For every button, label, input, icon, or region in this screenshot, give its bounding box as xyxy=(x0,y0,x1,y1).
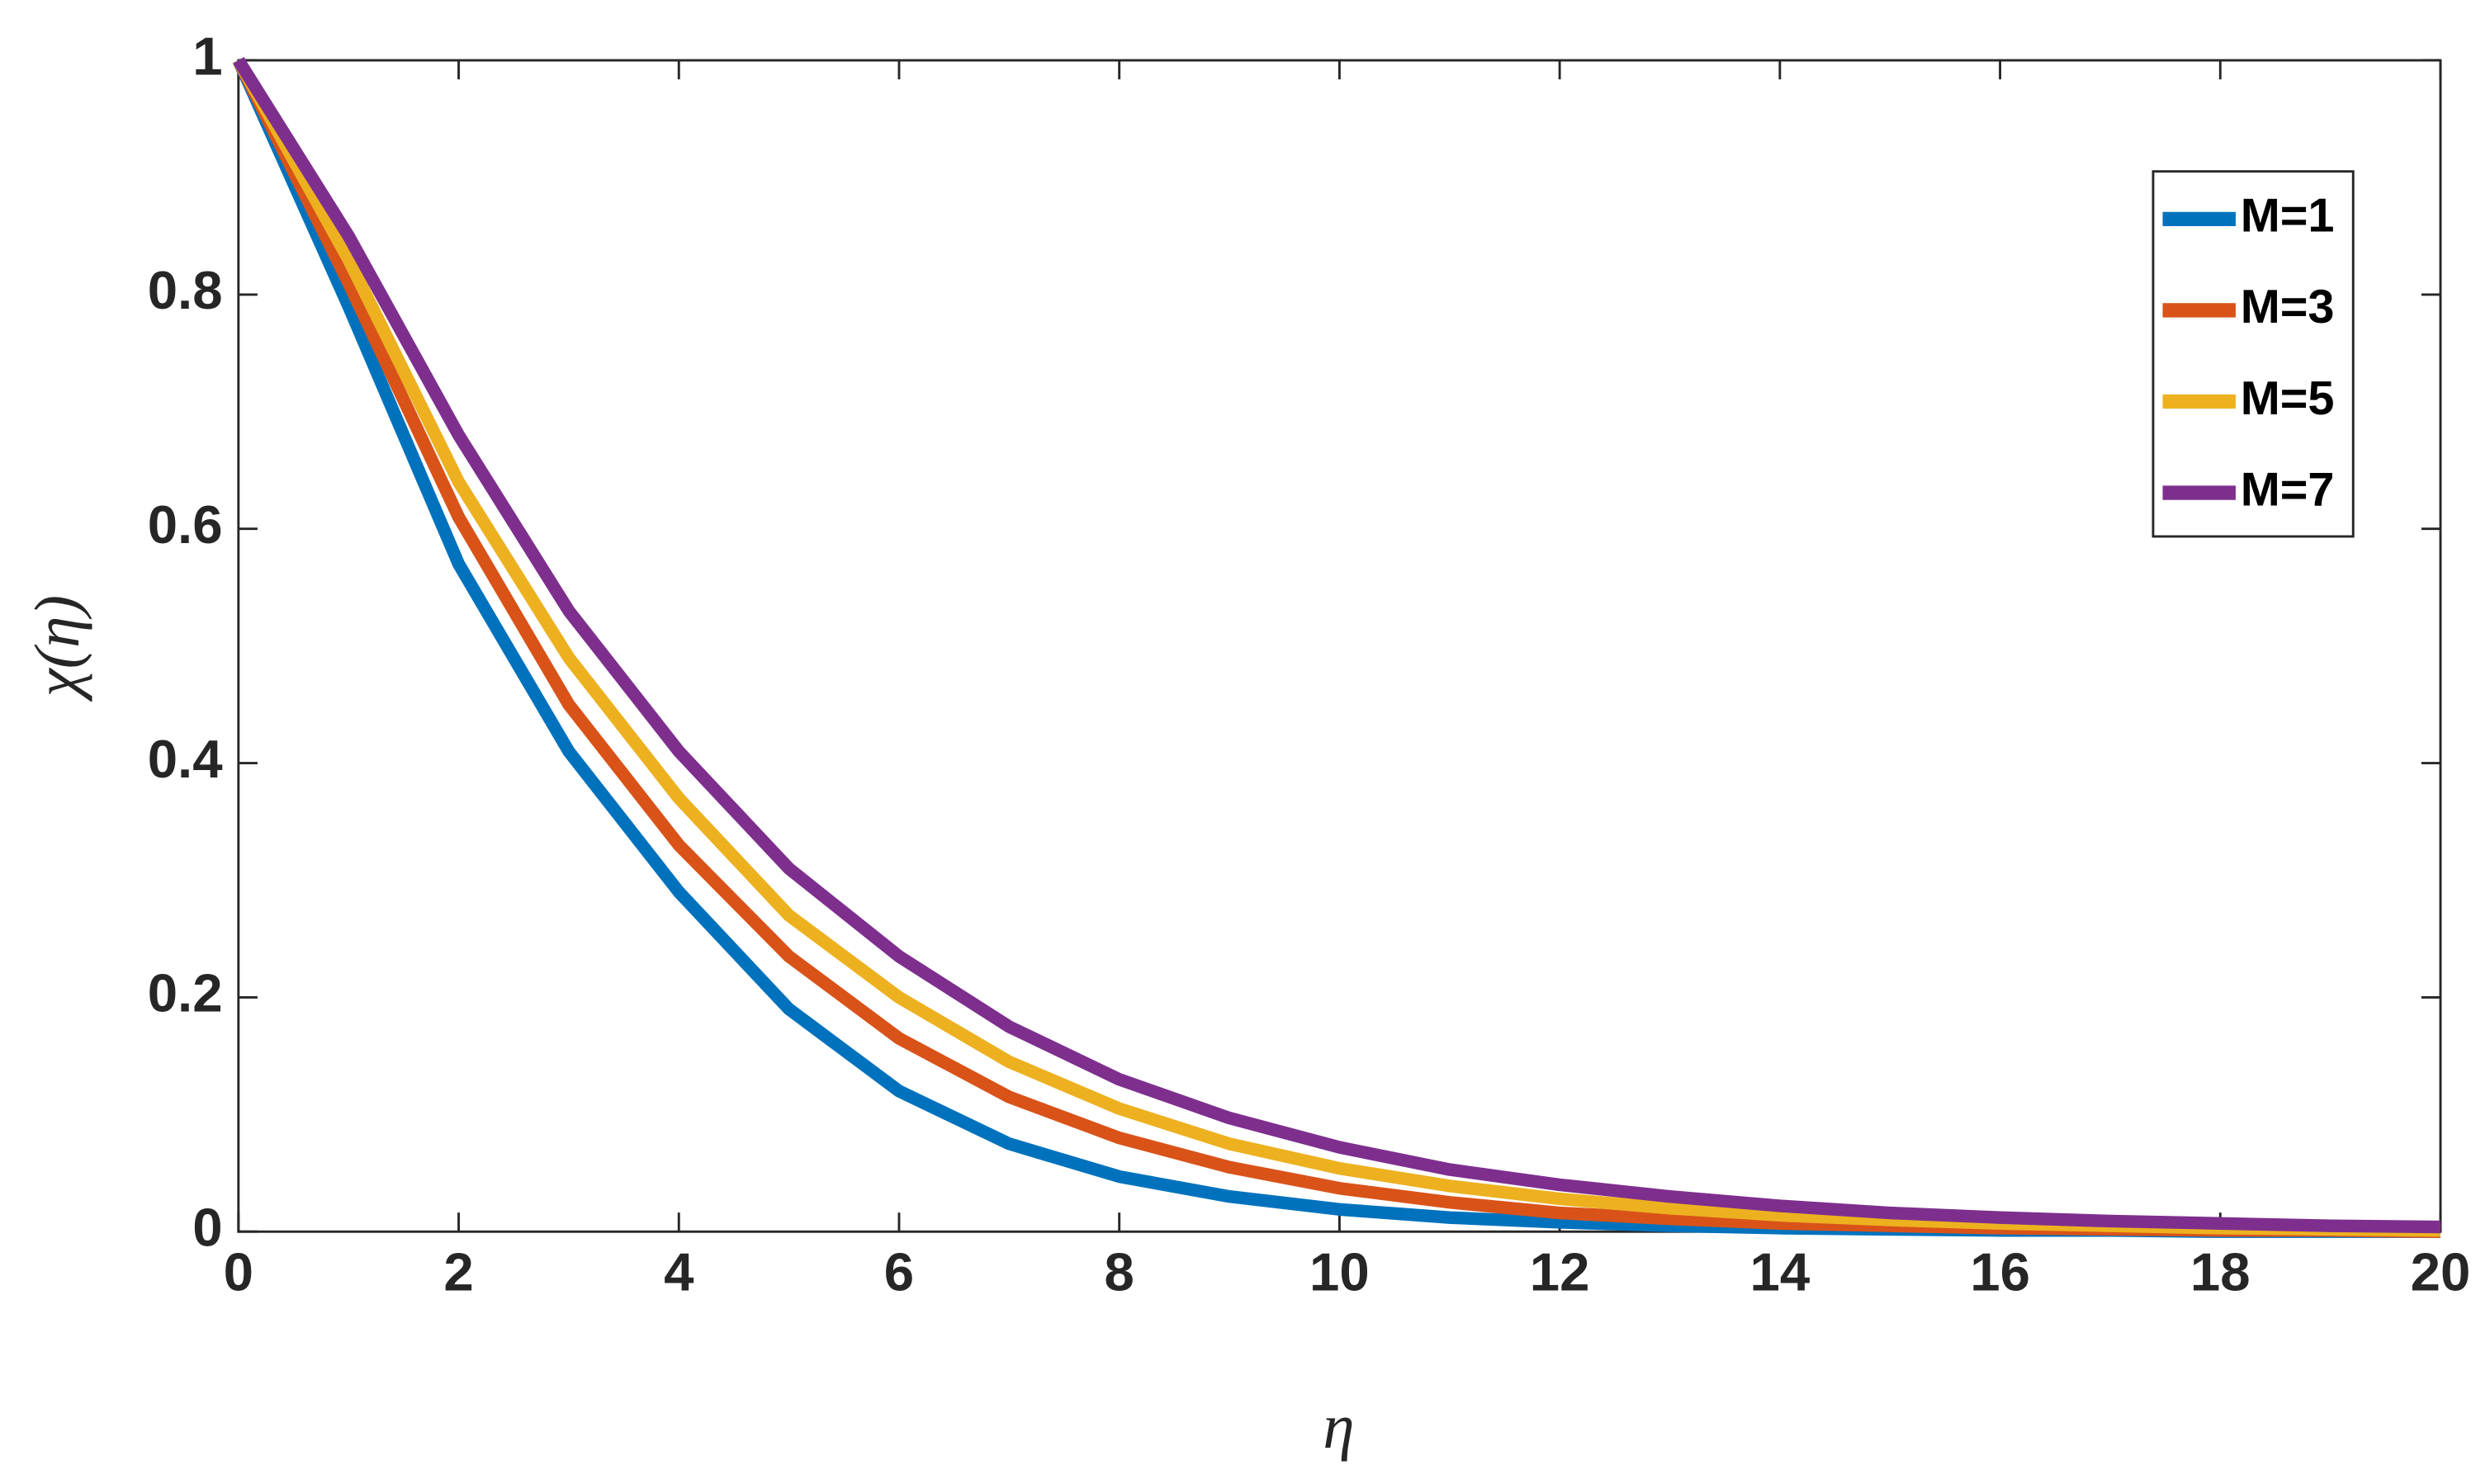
y-tick-label: 0 xyxy=(192,1198,222,1258)
y-tick-label: 0.4 xyxy=(148,729,223,789)
x-tick-label: 0 xyxy=(224,1241,253,1302)
y-tick-label: 0.2 xyxy=(148,963,223,1023)
x-tick-label: 14 xyxy=(1749,1241,1810,1302)
legend-label: M=3 xyxy=(2241,281,2335,333)
line-series xyxy=(233,56,2441,1234)
plot-area xyxy=(237,59,2442,1233)
x-tick-label: 2 xyxy=(443,1241,473,1302)
x-tick-label: 4 xyxy=(664,1241,694,1302)
x-tick-label: 18 xyxy=(2190,1241,2251,1302)
x-tick-label: 6 xyxy=(884,1241,914,1302)
y-axis-label: χ(η) xyxy=(21,595,92,702)
y-tick-label: 1 xyxy=(192,26,222,86)
x-tick-label: 16 xyxy=(1970,1241,2030,1302)
legend-box xyxy=(2152,170,2355,538)
y-tick-label: 0.6 xyxy=(148,494,223,555)
legend-label: M=1 xyxy=(2241,190,2335,243)
x-axis-label: η xyxy=(1323,1391,1354,1462)
x-tick-label: 10 xyxy=(1309,1241,1370,1302)
legend-label: M=5 xyxy=(2241,372,2335,425)
legend-label: M=7 xyxy=(2241,463,2335,516)
x-tick-label: 20 xyxy=(2411,1241,2471,1302)
x-tick-label: 12 xyxy=(1530,1241,1590,1302)
x-tick-label: 8 xyxy=(1105,1241,1134,1302)
y-tick-label: 0.8 xyxy=(148,260,223,320)
